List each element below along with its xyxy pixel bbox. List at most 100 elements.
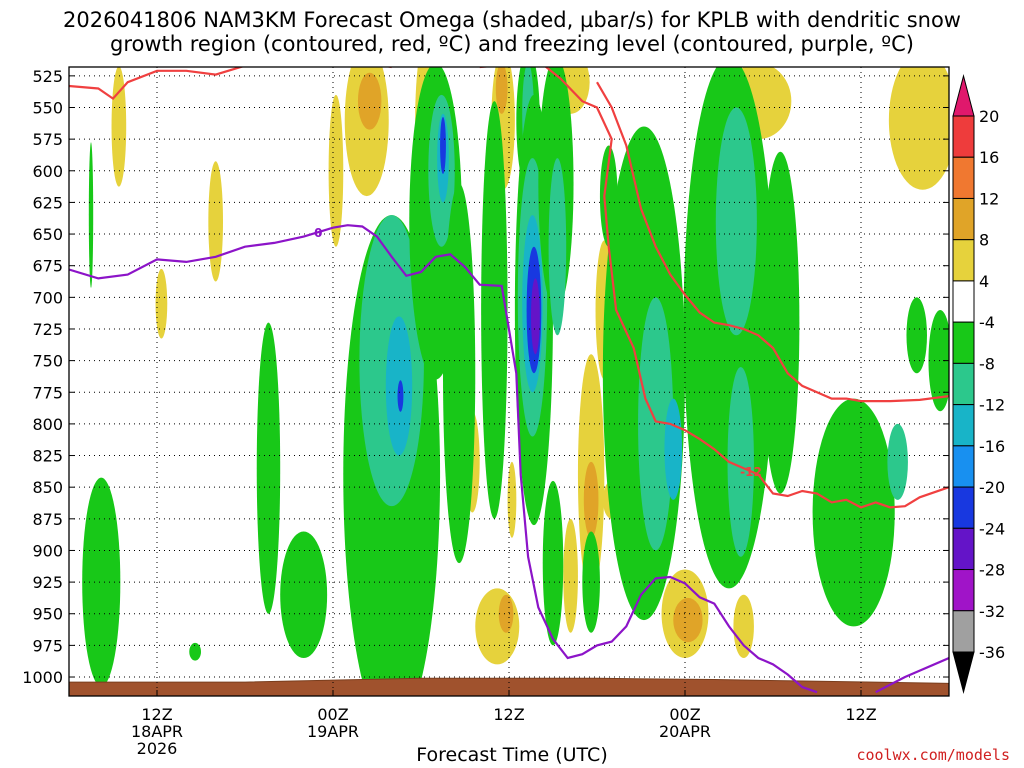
y-tick-label-725: 725: [32, 320, 63, 339]
omega-cell-59: [887, 423, 908, 500]
colorbar-label-7: -12: [979, 396, 1005, 415]
dgz-contour-1: [479, 67, 949, 509]
colorbar-bottom-arrow: [952, 651, 975, 694]
omega-cell-37: [443, 183, 476, 564]
omega-cell-61: [906, 297, 927, 374]
y-tick-label-600: 600: [32, 162, 63, 181]
colorbar-label-13: -36: [979, 643, 1005, 662]
omega-cell-58: [812, 398, 895, 627]
omega-cell-57: [761, 151, 800, 494]
omega-cell-15: [498, 594, 514, 633]
omega-cell-28: [280, 531, 328, 659]
omega-cell-23: [673, 597, 703, 643]
x-tick-label-54: 12Z: [845, 705, 876, 724]
omega-cell-12: [888, 67, 949, 190]
credit-link[interactable]: coolwx.com/models: [856, 746, 1010, 764]
y-tick-label-700: 700: [32, 288, 63, 307]
colorbar-label-11: -28: [979, 561, 1005, 580]
x-tick-label-6: 12Z: [141, 705, 172, 724]
y-tick-label-675: 675: [32, 257, 63, 276]
omega-cell-45: [531, 278, 540, 355]
omega-shading: [82, 67, 949, 696]
y-tick-label-750: 750: [32, 352, 63, 371]
omega-cell-53: [664, 398, 683, 500]
y-tick-label-550: 550: [32, 98, 63, 117]
y-tick-label-775: 775: [32, 383, 63, 402]
x-tick-sublabel-6-0: 18APR: [131, 722, 183, 741]
colorbar-label-2: 12: [979, 189, 999, 208]
colorbar-segment-10: [952, 527, 975, 571]
dgz-contour-0: [69, 67, 392, 101]
colorbar-segment-6: [952, 362, 975, 406]
freezing-level-contour: [69, 224, 818, 694]
y-tick-label-650: 650: [32, 225, 63, 244]
omega-cell-49: [582, 531, 600, 633]
omega-cell-25: [82, 477, 121, 687]
colorbar-label-12: -32: [979, 602, 1005, 621]
y-axis: 525 550 575 600 625 650 675 700 725 750 775 800 825 8…: [22, 67, 949, 687]
omega-cell-14: [475, 588, 520, 665]
x-tick-sublabel-42-0: 20APR: [659, 722, 711, 741]
x-tick-label-30: 12Z: [493, 705, 524, 724]
omega-cell-24: [733, 594, 754, 659]
x-axis-title: Forecast Time (UTC): [416, 744, 608, 766]
colorbar-label-9: -20: [979, 478, 1005, 497]
y-tick-label-1000: 1000: [22, 668, 63, 687]
y-tick-label-975: 975: [32, 636, 63, 655]
colorbar-label-4: 4: [979, 272, 989, 291]
colorbar-segment-0: [952, 115, 975, 158]
colorbar-label-10: -24: [979, 519, 1005, 538]
colorbar: 20 16 12 8 4 -4 -8 -12 -16 -20 -24 -28 -32 -36: [952, 74, 1005, 694]
dgz-contour-label: -12: [740, 465, 762, 479]
y-tick-label-525: 525: [32, 67, 63, 86]
colorbar-segment-1: [952, 156, 975, 199]
x-tick-label-42: 00Z: [669, 705, 700, 724]
omega-cell-4: [328, 94, 344, 247]
colorbar-segment-4: [952, 280, 975, 323]
omega-cell-6: [357, 72, 382, 130]
omega-cell-38: [481, 101, 508, 519]
omega-cell-0: [111, 67, 127, 187]
omega-cell-36: [440, 116, 446, 174]
y-tick-label-575: 575: [32, 130, 63, 149]
colorbar-label-1: 16: [979, 148, 999, 167]
dgz-contour-2: [596, 81, 949, 403]
colorbar-segment-2: [952, 197, 975, 241]
colorbar-segment-7: [952, 404, 975, 447]
omega-cell-9: [495, 67, 508, 114]
y-tick-label-925: 925: [32, 573, 63, 592]
omega-cell-32: [397, 380, 404, 412]
y-tick-label-950: 950: [32, 605, 63, 624]
y-tick-label-875: 875: [32, 510, 63, 529]
colorbar-label-6: -8: [979, 354, 995, 373]
omega-cell-26: [189, 642, 201, 661]
omega-cell-1: [155, 268, 168, 339]
freezing-level-label: 0: [314, 226, 322, 240]
omega-cell-19: [583, 461, 599, 538]
x-tick-sublabel-6-1: 2026: [137, 739, 178, 758]
y-tick-label-900: 900: [32, 541, 63, 560]
chart-title-line-2: growth region (contoured, red, ºC) and f…: [110, 32, 914, 56]
colorbar-segment-8: [952, 445, 975, 488]
colorbar-segment-3: [952, 239, 975, 282]
chart-title-line-1: 2026041806 NAM3KM Forecast Omega (shaded…: [63, 8, 961, 32]
colorbar-segment-11: [952, 569, 975, 612]
colorbar-segment-12: [952, 610, 975, 653]
y-tick-label-825: 825: [32, 447, 63, 466]
freezing-level-contour-2: [875, 656, 949, 694]
colorbar-label-5: -4: [979, 313, 995, 332]
x-tick-sublabel-18-0: 19APR: [307, 722, 359, 741]
omega-cell-16: [507, 461, 517, 538]
omega-cell-2: [208, 161, 224, 282]
colorbar-segment-5: [952, 321, 975, 364]
omega-cell-17: [563, 518, 578, 633]
omega-cell-47: [548, 158, 567, 336]
omega-cell-3: [88, 142, 94, 288]
y-tick-label-625: 625: [32, 193, 63, 212]
colorbar-label-3: 8: [979, 231, 989, 250]
omega-cell-56: [727, 366, 754, 557]
colorbar-top-arrow: [952, 74, 975, 117]
colorbar-label-0: 20: [979, 107, 999, 126]
